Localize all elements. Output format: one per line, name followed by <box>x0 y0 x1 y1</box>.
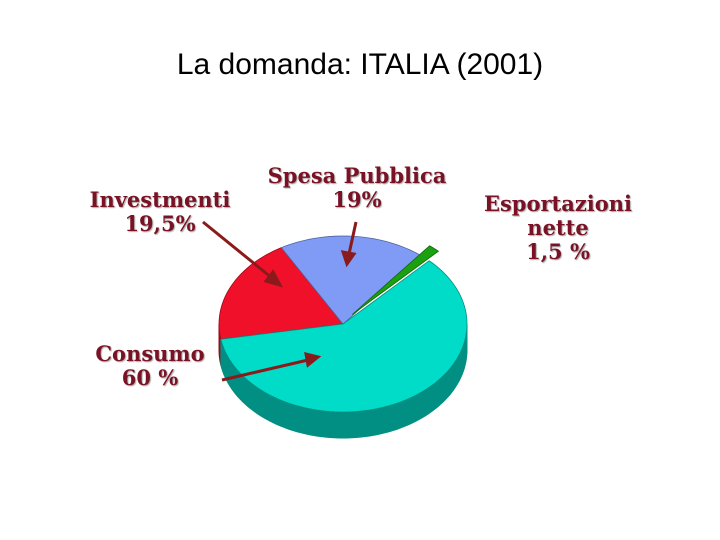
value-label: 19,5% <box>124 211 196 236</box>
slice <box>218 247 344 340</box>
slice-label: Consumo 60 % <box>85 342 215 390</box>
chart-title: La domanda: ITALIA (2001) <box>176 48 544 81</box>
category-label: Consumo <box>95 341 205 366</box>
arrow <box>347 221 358 255</box>
pie-tops <box>218 235 468 413</box>
arrow <box>202 220 273 280</box>
slice-label: Esportazioni nette 1,5 % <box>480 192 636 264</box>
slice <box>351 245 440 315</box>
value-label: 19% <box>332 187 382 212</box>
arrow <box>221 358 309 382</box>
category-label: Spesa Pubblica <box>267 163 447 188</box>
slice <box>220 260 468 413</box>
arrow-head <box>340 250 357 268</box>
pie <box>218 235 468 439</box>
category-label: Investmenti <box>89 187 231 212</box>
slice-label: Spesa Pubblica 19% <box>262 164 452 212</box>
value-label: 60 % <box>121 365 179 390</box>
category-label: Esportazioni nette <box>483 191 633 240</box>
arrow-head <box>304 351 322 368</box>
arrow-head <box>263 269 284 288</box>
value-label: 1,5 % <box>526 239 590 264</box>
arrows <box>202 220 358 382</box>
slice-label: Investmenti 19,5% <box>85 188 235 236</box>
